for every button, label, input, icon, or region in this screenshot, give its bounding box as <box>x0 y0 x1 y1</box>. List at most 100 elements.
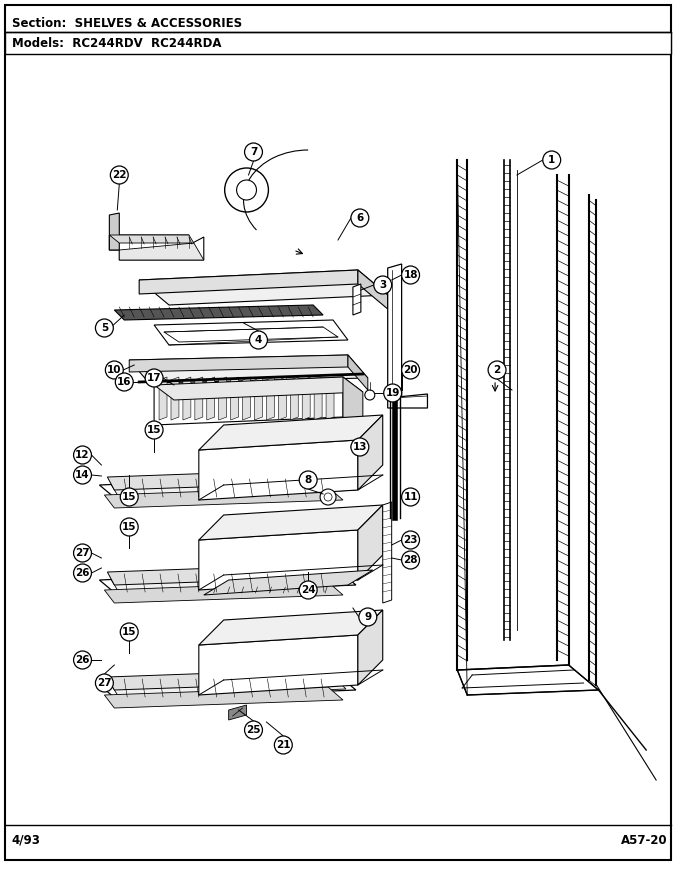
Polygon shape <box>383 502 392 603</box>
Polygon shape <box>154 377 343 425</box>
Polygon shape <box>267 377 274 420</box>
Circle shape <box>105 361 123 379</box>
Polygon shape <box>343 377 363 432</box>
Polygon shape <box>107 469 343 490</box>
Circle shape <box>245 721 262 739</box>
Polygon shape <box>99 475 356 500</box>
Polygon shape <box>109 235 194 243</box>
Polygon shape <box>199 415 383 450</box>
Polygon shape <box>199 610 383 645</box>
Polygon shape <box>105 487 343 508</box>
Polygon shape <box>358 270 388 309</box>
Polygon shape <box>109 213 119 250</box>
Circle shape <box>237 180 256 200</box>
Text: 13: 13 <box>353 442 367 452</box>
Text: 17: 17 <box>147 373 161 383</box>
Circle shape <box>402 266 420 284</box>
Polygon shape <box>139 270 358 294</box>
Text: 28: 28 <box>403 555 418 565</box>
Circle shape <box>245 143 262 161</box>
Polygon shape <box>129 355 348 372</box>
Circle shape <box>73 564 91 582</box>
Circle shape <box>320 489 336 505</box>
Text: 14: 14 <box>75 470 90 480</box>
Circle shape <box>402 531 420 549</box>
Circle shape <box>402 361 420 379</box>
Polygon shape <box>107 669 343 690</box>
Text: 15: 15 <box>147 425 161 435</box>
Text: 10: 10 <box>107 365 122 375</box>
Polygon shape <box>105 582 343 603</box>
Circle shape <box>73 651 91 669</box>
Polygon shape <box>183 377 191 420</box>
Polygon shape <box>228 705 247 720</box>
Circle shape <box>120 488 138 506</box>
Text: 27: 27 <box>97 678 112 688</box>
Text: 23: 23 <box>403 535 418 545</box>
Polygon shape <box>112 571 346 593</box>
Text: 12: 12 <box>75 450 90 460</box>
Circle shape <box>402 551 420 569</box>
Circle shape <box>250 331 267 349</box>
Text: 22: 22 <box>112 170 126 180</box>
Polygon shape <box>199 530 358 590</box>
Polygon shape <box>139 270 388 305</box>
Circle shape <box>145 421 163 439</box>
Text: 15: 15 <box>122 627 137 637</box>
Polygon shape <box>107 564 343 585</box>
Text: 16: 16 <box>117 377 131 387</box>
Circle shape <box>116 373 133 391</box>
Text: 7: 7 <box>250 147 257 157</box>
Polygon shape <box>254 377 262 420</box>
Polygon shape <box>114 305 323 320</box>
Polygon shape <box>204 570 373 595</box>
Circle shape <box>73 466 91 484</box>
Polygon shape <box>171 377 179 420</box>
Polygon shape <box>290 377 299 420</box>
Text: 9: 9 <box>364 612 371 622</box>
Text: A57-20: A57-20 <box>622 834 668 846</box>
Text: Models:  RC244RDV  RC244RDA: Models: RC244RDV RC244RDA <box>12 36 222 50</box>
Polygon shape <box>199 440 358 500</box>
Text: 15: 15 <box>122 492 137 502</box>
Circle shape <box>299 471 317 489</box>
Polygon shape <box>99 570 356 595</box>
Polygon shape <box>219 377 226 420</box>
Circle shape <box>299 581 317 599</box>
Polygon shape <box>154 377 363 400</box>
Polygon shape <box>358 610 383 685</box>
Circle shape <box>110 166 129 184</box>
Polygon shape <box>199 505 383 540</box>
Polygon shape <box>353 284 361 315</box>
Circle shape <box>145 369 163 387</box>
Polygon shape <box>243 377 250 420</box>
Circle shape <box>488 361 506 379</box>
Text: 2: 2 <box>494 365 500 375</box>
Text: 20: 20 <box>403 365 418 375</box>
Polygon shape <box>112 676 346 698</box>
Polygon shape <box>358 505 383 580</box>
Text: 4: 4 <box>255 335 262 345</box>
Circle shape <box>384 384 402 402</box>
Circle shape <box>543 151 561 169</box>
Circle shape <box>274 736 292 754</box>
Polygon shape <box>105 687 343 708</box>
Text: Section:  SHELVES & ACCESSORIES: Section: SHELVES & ACCESSORIES <box>12 17 242 30</box>
Polygon shape <box>358 415 383 490</box>
Polygon shape <box>119 243 204 260</box>
Circle shape <box>95 674 114 692</box>
Polygon shape <box>302 377 310 420</box>
Text: 4/93: 4/93 <box>12 834 41 846</box>
Text: 26: 26 <box>75 655 90 665</box>
Circle shape <box>224 168 269 212</box>
Polygon shape <box>195 377 203 420</box>
Polygon shape <box>207 377 215 420</box>
Polygon shape <box>457 665 598 695</box>
Circle shape <box>365 390 375 400</box>
Circle shape <box>359 608 377 626</box>
Text: 5: 5 <box>101 323 108 333</box>
Text: 21: 21 <box>276 740 290 750</box>
Circle shape <box>120 518 138 536</box>
Text: 11: 11 <box>403 492 418 502</box>
Polygon shape <box>326 377 334 420</box>
